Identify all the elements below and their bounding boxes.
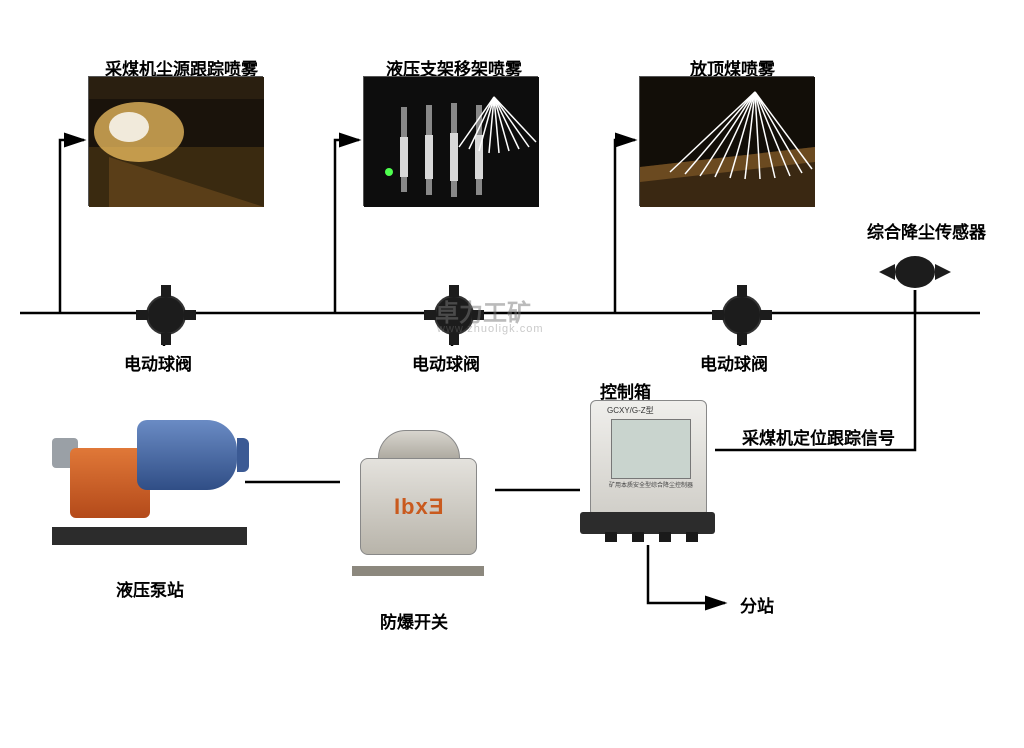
dust-sensor: [895, 256, 935, 288]
control-box: GCXY/G-Z型 矿用本质安全型综合降尘控制器: [580, 400, 715, 545]
valve1-label: 电动球阀: [124, 350, 192, 375]
electric-ball-valve-1: [146, 295, 186, 335]
electric-ball-valve-3: [722, 295, 762, 335]
explosion-proof-switch: ExdI: [340, 430, 495, 570]
photo3-top-coal-spray: [639, 76, 814, 206]
substation-label: 分站: [740, 592, 774, 617]
electric-ball-valve-2: [434, 295, 474, 335]
switch-mark-text: ExdI: [393, 494, 443, 520]
control-panel-bottom-text: 矿用本质安全型综合降尘控制器: [605, 483, 697, 491]
hydraulic-pump-station: [52, 410, 247, 545]
switch-label: 防爆开关: [380, 608, 448, 633]
pump-label: 液压泵站: [116, 576, 184, 601]
photo2-hydraulic-support-spray: [363, 76, 538, 206]
tracking-signal-label: 采煤机定位跟踪信号: [742, 424, 895, 449]
sensor-label: 综合降尘传感器: [867, 218, 986, 243]
valve3-label: 电动球阀: [700, 350, 768, 375]
control-panel-top-text: GCXY/G-Z型: [607, 405, 654, 416]
valve2-label: 电动球阀: [412, 350, 480, 375]
photo1-shearer-spray: [88, 76, 263, 206]
